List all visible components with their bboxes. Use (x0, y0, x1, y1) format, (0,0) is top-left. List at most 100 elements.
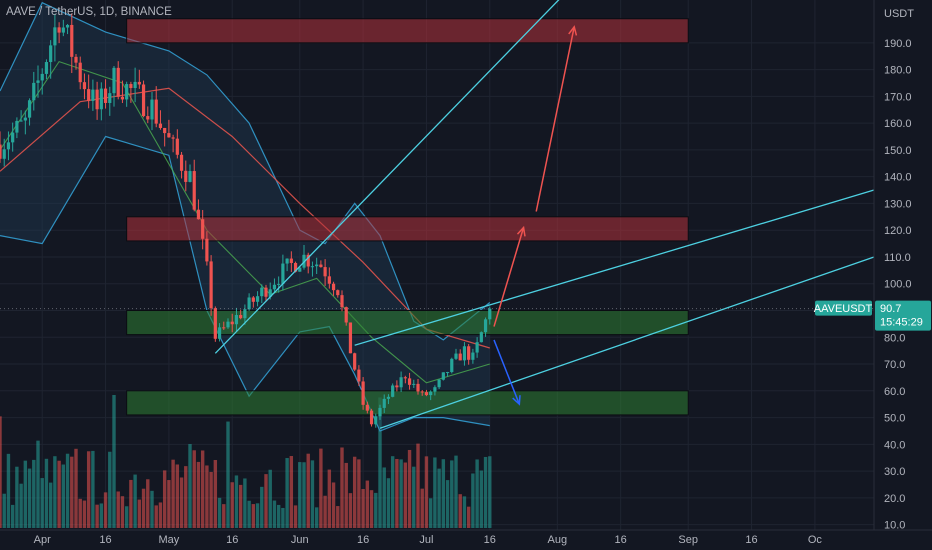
candle-body (437, 379, 441, 388)
x-tick-label: 16 (484, 534, 496, 546)
y-tick-label: 190.0 (884, 38, 912, 50)
candle-body (462, 346, 467, 361)
volume-bar (247, 500, 251, 528)
volume-bar (488, 456, 492, 528)
arrowhead-bear-arrow (512, 395, 521, 406)
volume-bar (167, 480, 171, 528)
volume-bar (48, 482, 53, 528)
candle-body (488, 308, 492, 320)
x-tick-label: May (158, 534, 179, 546)
volume-bar (95, 504, 99, 528)
candle-body (281, 263, 285, 284)
y-tick-label: 60.0 (884, 386, 905, 398)
candle-body (141, 84, 146, 117)
x-tick-label: 16 (745, 534, 757, 546)
volume-bar (281, 507, 285, 528)
volume-bar (154, 505, 158, 528)
candle-body (27, 100, 32, 118)
volume-bar (298, 462, 302, 528)
price-zones[interactable] (126, 18, 689, 416)
y-tick-label: 40.0 (884, 439, 905, 451)
candle-body (32, 82, 36, 101)
y-tick-label: 100.0 (884, 279, 912, 291)
volume-bar (395, 458, 399, 528)
x-tick-label: 16 (99, 534, 111, 546)
volume-bar (403, 462, 408, 528)
volume-bar (479, 470, 484, 528)
candle-body (467, 346, 471, 360)
candle-body (137, 81, 141, 85)
trendline-channel-lower (379, 256, 875, 429)
volume-bar (44, 458, 49, 528)
volume-bar (133, 474, 137, 528)
candle-body (57, 27, 61, 33)
volume-bar (226, 421, 230, 528)
price-axis-bg (874, 0, 932, 550)
y-tick-label: 170.0 (884, 91, 912, 103)
candle-body (23, 117, 27, 121)
candle-body (272, 284, 277, 290)
candle-body (251, 297, 255, 302)
volume-bar (27, 468, 32, 528)
symbol-tag-label: AAVEUSDT (814, 303, 873, 315)
trendlines[interactable] (214, 0, 875, 429)
candle-body (163, 127, 167, 134)
volume-bar (129, 479, 133, 528)
volume-bar (162, 470, 167, 528)
candle-body (120, 96, 125, 100)
candle-body (95, 89, 99, 110)
zone-support-lower (126, 390, 689, 416)
candle-body (479, 332, 483, 343)
candle-body (454, 353, 458, 359)
volume-bar (441, 459, 446, 528)
volume-bar (36, 440, 40, 528)
candle-body (471, 352, 475, 360)
candle-body (112, 67, 116, 94)
volume-bar (192, 450, 196, 528)
candle-body (450, 358, 454, 373)
x-tick-label: Sep (678, 534, 698, 546)
volume-bar (15, 466, 19, 528)
candle-body (129, 84, 133, 89)
volume-bar (458, 494, 462, 528)
candle-body (125, 84, 129, 100)
volume-bar (285, 458, 289, 528)
candle-body (222, 327, 226, 329)
volume-bars (0, 395, 492, 528)
volume-bar (471, 473, 475, 528)
volume-bar (171, 459, 175, 528)
price-axis[interactable]: USDT10.020.030.040.050.060.070.080.090.0… (873, 0, 932, 550)
candle-body (382, 398, 386, 408)
candle-body (167, 133, 171, 138)
candle-body (175, 138, 179, 155)
y-tick-label: 150.0 (884, 145, 912, 157)
candle-body (374, 416, 378, 425)
candle-body (70, 24, 74, 57)
volume-bar (146, 479, 150, 528)
candle-body (255, 296, 260, 302)
volume-bar (124, 506, 129, 528)
y-tick-label: 130.0 (884, 198, 912, 210)
arrow-bull-arrow-1 (493, 227, 525, 327)
candle-body (179, 154, 184, 171)
volume-bar (374, 492, 378, 528)
time-axis[interactable]: Apr 16 May 16 Jun 16 Jul 16 Aug 16 Sep 16 Oc (0, 529, 932, 550)
volume-bar (213, 460, 218, 528)
volume-bar (314, 507, 319, 528)
candle-body (205, 238, 209, 262)
volume-bar (361, 489, 365, 528)
candle-body (171, 137, 175, 139)
volume-bar (428, 498, 433, 528)
candle-body (217, 327, 222, 339)
projection-arrows[interactable] (493, 25, 578, 406)
candle-body (445, 372, 450, 374)
volume-bar (61, 464, 66, 528)
volume-bar (336, 506, 340, 528)
volume-bar (268, 469, 272, 528)
candle-body (226, 321, 230, 328)
volume-bar (70, 456, 74, 528)
volume-bar (120, 496, 125, 528)
